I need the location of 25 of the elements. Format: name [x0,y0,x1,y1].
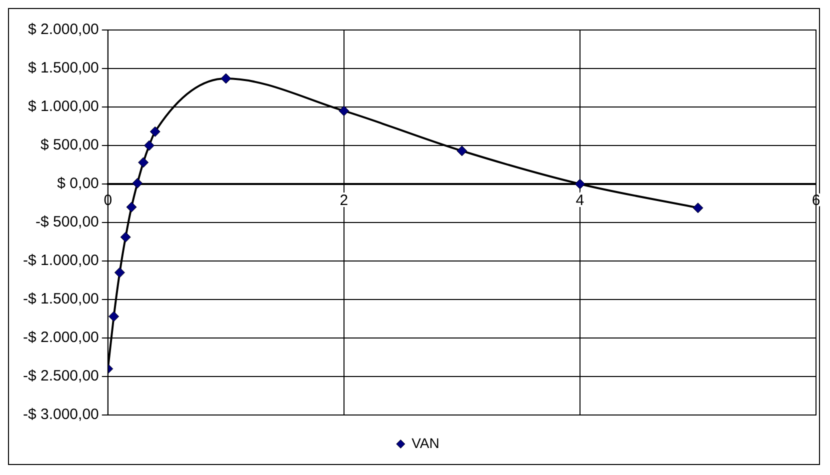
point [220,73,232,84]
point [574,178,586,190]
legend-label: VAN [412,434,440,451]
point [338,106,350,116]
y-tick-label: -$ 2.500,00 [22,368,99,385]
point [456,146,468,156]
y-tick-label: -$ 2.000,00 [22,329,99,346]
y-tick-label: -$ 500,00 [36,214,99,231]
y-tick-label: $ 500,00 [40,136,99,154]
point [138,157,149,168]
y-tick-label: $ 1.000,00 [28,98,99,116]
point [108,311,120,322]
point [126,202,137,212]
y-tick-label: $ 2.000,00 [28,21,99,38]
y-tick-label: -$ 3.000,00 [22,406,99,424]
y-tick-label: -$ 1.000,00 [22,252,99,270]
point [120,232,131,242]
y-tick-label: -$ 1.500,00 [22,290,99,308]
y-tick-label: $ 0,00 [57,175,99,192]
point [144,140,154,151]
point [692,202,704,214]
y-tick-label: $ 1.500,00 [28,60,99,77]
point [114,267,125,278]
point [132,178,143,188]
point [150,126,160,137]
